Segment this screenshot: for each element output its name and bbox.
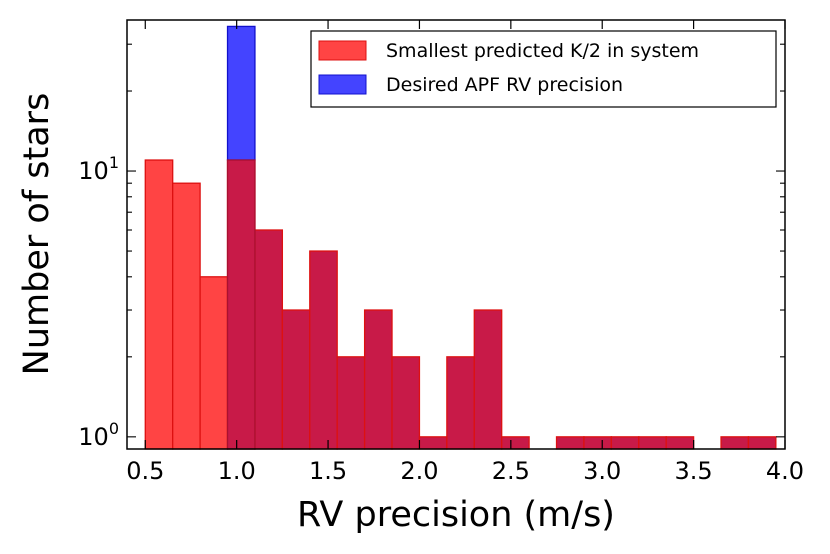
overlap-bar — [336, 356, 366, 450]
red-bar — [199, 276, 229, 450]
overlap-bar — [281, 309, 311, 450]
overlap-bar — [665, 436, 695, 450]
x-tick-labels: 0.5 1.0 1.5 2.0 2.5 3.0 3.5 4.0 — [126, 457, 804, 485]
y-tick-exponent: 0 — [109, 419, 119, 438]
overlap-bar — [309, 250, 338, 450]
overlap-bar — [254, 229, 284, 450]
overlap-bars — [226, 159, 256, 450]
x-tick-label: 0.5 — [126, 457, 164, 485]
red-bar — [144, 159, 174, 450]
x-tick-label: 4.0 — [766, 457, 804, 485]
overlap-bar — [418, 436, 448, 450]
axis-ticks — [127, 20, 786, 449]
blue-series-bars — [226, 25, 256, 161]
y-tick-label: 100 — [78, 419, 119, 451]
x-tick-label: 3.5 — [675, 457, 713, 485]
legend-swatch-red — [318, 40, 367, 61]
x-tick-label: 3.0 — [583, 457, 621, 485]
legend-label-blue: Desired APF RV precision — [386, 74, 623, 96]
overlap-bar — [446, 356, 475, 450]
y-tick-label: 101 — [78, 153, 119, 185]
x-axis-label: RV precision (m/s) — [297, 495, 615, 535]
y-axis-label: Number of stars — [17, 93, 57, 376]
overlap-bar — [501, 436, 530, 450]
plot-frame — [126, 19, 786, 450]
overlap-bar — [363, 309, 393, 450]
overlap-bar — [555, 436, 585, 450]
overlap-bar — [720, 436, 750, 450]
overlap-bar — [473, 309, 503, 450]
legend-swatch-blue — [318, 74, 367, 95]
overlap-bar — [226, 159, 256, 450]
x-tick-label: 1.0 — [218, 457, 256, 485]
overlap-bar — [610, 436, 640, 450]
blue-bar — [226, 25, 256, 161]
overlap-bar — [391, 356, 421, 450]
y-tick-exponent: 1 — [109, 153, 119, 172]
x-tick-label: 2.0 — [400, 457, 438, 485]
y-tick-base: 10 — [78, 423, 109, 451]
y-tick-base: 10 — [78, 157, 109, 185]
legend-label-red: Smallest predicted K/2 in system — [386, 40, 699, 62]
red-bar — [172, 182, 201, 450]
x-tick-label: 1.5 — [309, 457, 347, 485]
overlap-bar — [638, 436, 667, 450]
x-tick-label: 2.5 — [492, 457, 530, 485]
overlap-bar — [583, 436, 613, 450]
legend-box — [310, 30, 777, 108]
legend: Smallest predicted K/2 in system Desired… — [310, 30, 777, 108]
overlap-bar — [747, 436, 777, 450]
